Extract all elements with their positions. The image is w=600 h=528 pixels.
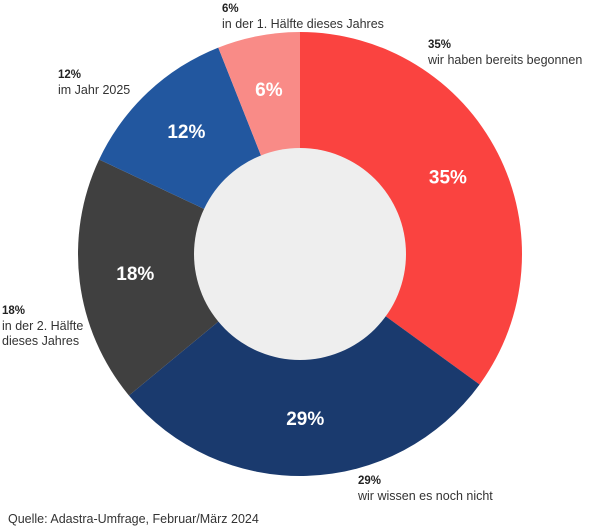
donut-hole (194, 148, 406, 360)
outer-percent: 6% (222, 3, 239, 15)
outer-percent: 18% (2, 305, 26, 317)
outer-percent: 29% (358, 475, 382, 487)
category-label: in der 1. Hälfte dieses Jahres (222, 17, 384, 31)
category-label: wir wissen es noch nicht (358, 489, 493, 503)
outer-label: 6% in der 1. Hälfte dieses Jahres (222, 2, 384, 32)
outer-label: 29% wir wissen es noch nicht (358, 474, 493, 504)
slice-label: 29% (286, 409, 324, 430)
outer-percent: 12% (58, 69, 82, 81)
category-label: im Jahr 2025 (58, 83, 131, 97)
slice-label: 35% (429, 168, 467, 189)
outer-label: 12% im Jahr 2025 (58, 68, 130, 98)
category-label: wir haben bereits begonnen (428, 53, 583, 67)
slice-label: 6% (255, 80, 283, 101)
slice-label: 18% (116, 264, 154, 285)
outer-percent: 35% (428, 39, 452, 51)
category-label: in der 2. Hälfte dieses Jahres (2, 319, 84, 348)
source: Quelle: Adastra-Umfrage, Februar/März 20… (8, 512, 259, 526)
outer-label: 18% in der 2. Hälfte dieses Jahres (2, 304, 102, 349)
slice (300, 32, 522, 385)
outer-label: 35% wir haben bereits begonnen (428, 38, 582, 68)
slice-label: 12% (167, 122, 205, 143)
slice (128, 254, 480, 476)
slice (78, 159, 300, 396)
